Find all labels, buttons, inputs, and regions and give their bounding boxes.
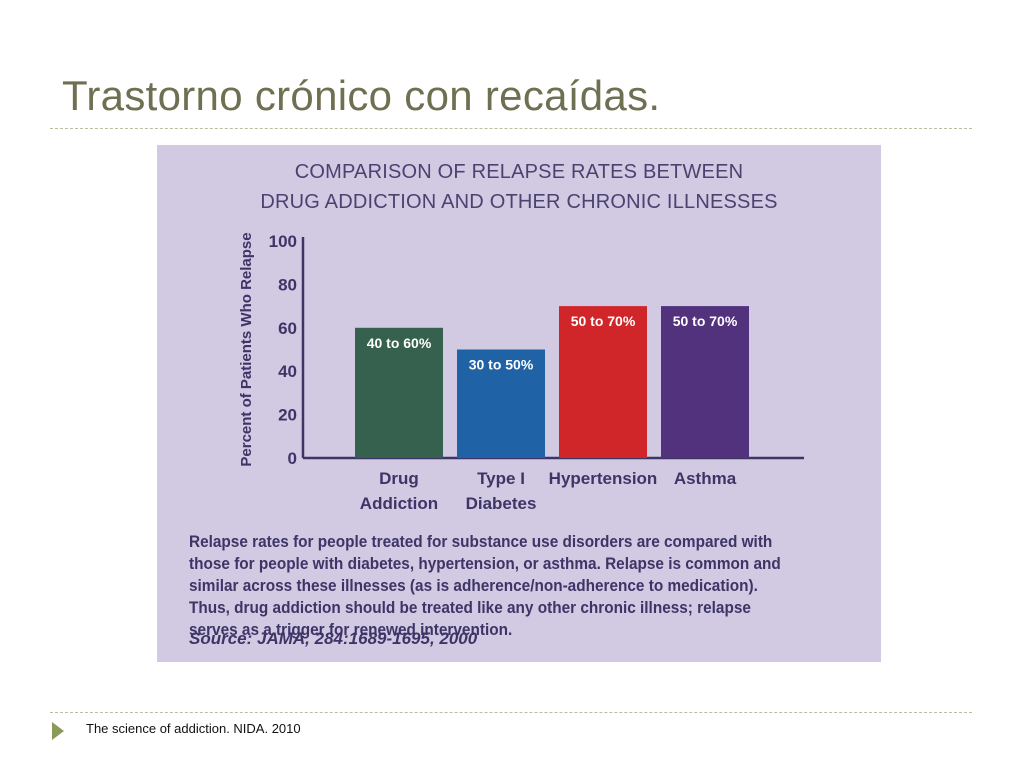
x-tick-label: Addiction (360, 494, 438, 513)
bar (355, 327, 443, 458)
bar (661, 306, 749, 458)
title-divider (50, 128, 972, 129)
slide-title: Trastorno crónico con recaídas. (62, 72, 661, 119)
y-tick-label: 80 (278, 275, 297, 294)
bullet-arrow-icon (52, 722, 64, 740)
y-tick-label: 40 (278, 362, 297, 381)
y-tick-label: 100 (269, 232, 297, 251)
x-tick-label: Hypertension (549, 469, 658, 488)
x-tick-label: Type I (477, 469, 525, 488)
x-tick-label: Drug (379, 469, 419, 488)
chart-source: Source: JAMA, 284:1689-1695, 2000 (189, 629, 478, 648)
y-tick-label: 60 (278, 319, 297, 338)
footer-note: The science of addiction. NIDA. 2010 (86, 721, 301, 736)
bar-data-label: 30 to 50% (469, 357, 534, 373)
chart-figure: COMPARISON OF RELAPSE RATES BETWEEN DRUG… (157, 145, 881, 662)
y-axis-label: Percent of Patients Who Relapse (238, 232, 255, 466)
footer-divider (50, 712, 972, 713)
x-tick-label: Asthma (674, 469, 737, 488)
y-tick-label: 0 (288, 449, 297, 468)
bar-data-label: 50 to 70% (571, 313, 636, 329)
bar-data-label: 50 to 70% (673, 313, 738, 329)
bar (559, 306, 647, 458)
bar-data-label: 40 to 60% (367, 335, 432, 351)
chart-subtitle: DRUG ADDICTION AND OTHER CHRONIC ILLNESS… (260, 191, 778, 213)
y-tick-label: 20 (278, 406, 297, 425)
chart-caption: Relapse rates for people treated for sub… (189, 533, 781, 639)
bar (457, 349, 545, 458)
bar-chart: 0 20 40 60 80 100 Percent of Patients Who Rela… (238, 232, 804, 513)
chart-title: COMPARISON OF RELAPSE RATES BETWEEN (294, 161, 744, 183)
x-tick-label: Diabetes (466, 494, 537, 513)
